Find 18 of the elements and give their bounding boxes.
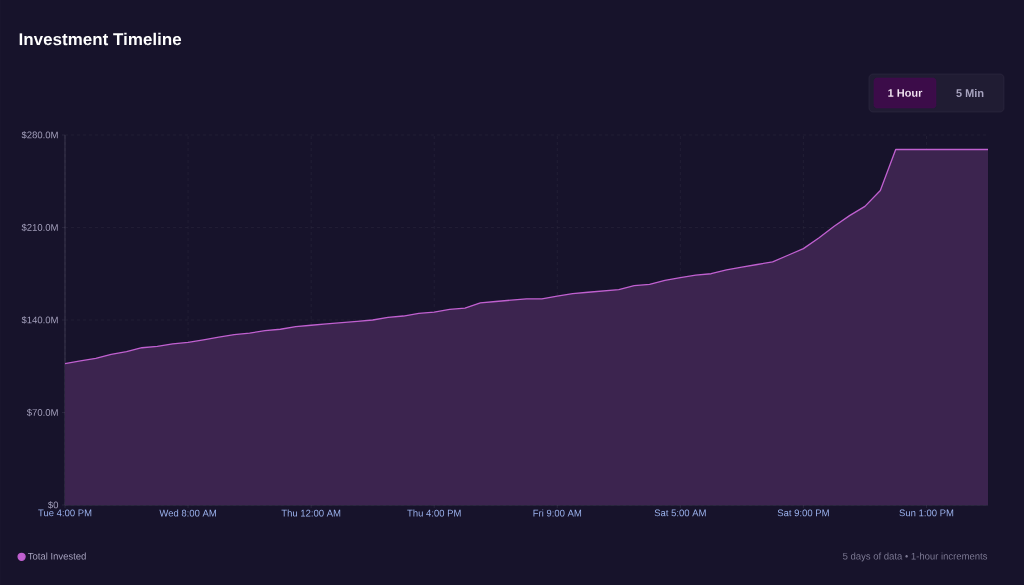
chart-title: Investment Timeline: [19, 32, 182, 46]
x-tick-label: Fri 9:00 AM: [533, 509, 582, 517]
x-tick-label: Sat 5:00 AM: [654, 509, 706, 517]
x-tick-label: Tue 4:00 PM: [38, 509, 92, 517]
legend-label: Total Invested: [27, 552, 86, 560]
y-tick-label: $70.0M: [26, 408, 58, 417]
y-tick-label: $210.0M: [21, 223, 58, 232]
x-tick-label: Thu 12:00 AM: [281, 509, 341, 517]
text: 5 days of data • 1-hour increments: [843, 552, 988, 562]
y-tick-label: $140.0M: [21, 316, 58, 324]
x-tick-label: Sat 9:00 PM: [777, 509, 829, 517]
text: 1 Hour: [888, 89, 923, 97]
x-tick-label: Thu 4:00 PM: [407, 509, 461, 517]
text: 5 Min: [956, 88, 984, 98]
x-tick-label: Sun 1:00 PM: [899, 509, 954, 517]
y-tick-label: $0: [48, 501, 59, 509]
y-tick-label: $280.0M: [21, 131, 58, 139]
x-tick-label: Wed 8:00 AM: [159, 509, 216, 517]
